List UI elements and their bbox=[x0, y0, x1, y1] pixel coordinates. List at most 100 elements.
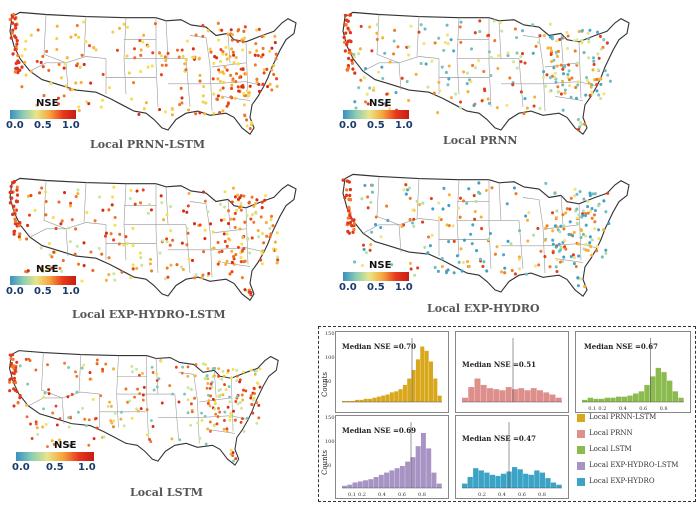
gauge-point bbox=[224, 45, 228, 49]
gauge-point bbox=[25, 403, 29, 407]
gauge-point bbox=[348, 13, 353, 17]
gauge-point bbox=[459, 196, 463, 200]
gauge-point bbox=[255, 381, 259, 385]
gauge-point bbox=[230, 86, 234, 91]
gauge-point bbox=[15, 185, 19, 189]
gauge-point bbox=[234, 457, 238, 461]
gauge-point bbox=[607, 221, 611, 226]
gauge-point bbox=[12, 229, 17, 233]
gauge-point bbox=[238, 401, 242, 405]
gauge-point bbox=[128, 399, 132, 403]
gauge-point bbox=[82, 62, 86, 67]
gauge-point bbox=[444, 271, 448, 275]
gauge-point bbox=[209, 222, 213, 226]
gauge-point bbox=[240, 406, 243, 410]
gauge-point bbox=[59, 76, 63, 80]
histogram-svg bbox=[462, 338, 562, 403]
gauge-point bbox=[555, 269, 559, 274]
gauge-point bbox=[577, 213, 581, 217]
gauge-point bbox=[145, 408, 149, 412]
gauge-point bbox=[489, 55, 493, 60]
gauge-point bbox=[556, 85, 560, 89]
gauge-point bbox=[81, 406, 84, 410]
gauge-point bbox=[580, 38, 584, 42]
gauge-point bbox=[449, 96, 453, 100]
gauge-point bbox=[452, 271, 456, 275]
gauge-point bbox=[193, 276, 197, 280]
gauge-point bbox=[446, 83, 450, 87]
gauge-point bbox=[213, 366, 217, 370]
gauge-point bbox=[206, 427, 210, 431]
gauge-point bbox=[364, 67, 368, 71]
histogram-bar bbox=[462, 397, 468, 402]
gauge-point bbox=[178, 438, 182, 442]
histogram-bar bbox=[467, 477, 473, 488]
gauge-point bbox=[456, 206, 460, 210]
gauge-point bbox=[104, 231, 108, 235]
gauge-point bbox=[374, 215, 378, 219]
x-tick-label: 0.1 bbox=[348, 492, 356, 498]
histogram-svg: 0.1 0.2 0.4 0.6 0.8 bbox=[342, 422, 442, 498]
gauge-point bbox=[579, 121, 583, 125]
gauge-point bbox=[233, 211, 237, 215]
gauge-point bbox=[255, 77, 259, 81]
histogram-bar bbox=[517, 469, 523, 488]
gauge-point bbox=[138, 392, 142, 396]
gauge-point bbox=[259, 55, 263, 59]
gauge-point bbox=[87, 102, 91, 106]
gauge-point bbox=[194, 33, 198, 37]
gauge-point bbox=[219, 48, 223, 52]
tick-1: 1.0 bbox=[395, 282, 413, 293]
gauge-point bbox=[257, 27, 261, 31]
gauge-point bbox=[452, 239, 456, 243]
gauge-point bbox=[131, 244, 135, 248]
histogram-bar bbox=[593, 398, 599, 402]
gauge-point bbox=[216, 240, 220, 245]
gauge-point bbox=[13, 17, 17, 21]
gauge-point bbox=[165, 212, 169, 217]
gauge-point bbox=[191, 55, 195, 59]
gauge-point bbox=[169, 263, 173, 267]
state-border bbox=[376, 14, 400, 64]
gauge-point bbox=[122, 22, 126, 26]
gauge-point bbox=[17, 223, 21, 227]
gauge-point bbox=[562, 255, 566, 259]
gauge-point bbox=[51, 216, 55, 220]
gauge-point bbox=[242, 103, 246, 107]
gauge-point bbox=[67, 443, 71, 447]
gauge-point bbox=[462, 199, 466, 203]
gauge-point bbox=[432, 91, 436, 95]
x-tick-label: 0.4 bbox=[498, 492, 506, 498]
legend-swatch bbox=[577, 430, 585, 438]
gauge-point bbox=[561, 83, 565, 87]
gauge-point bbox=[542, 70, 546, 74]
gauge-point bbox=[64, 84, 68, 88]
gauge-point bbox=[229, 95, 233, 99]
gauge-point bbox=[346, 56, 351, 61]
gauge-point bbox=[38, 191, 42, 195]
gauge-point bbox=[447, 77, 451, 81]
gauge-point bbox=[170, 107, 174, 112]
gauge-point bbox=[364, 100, 368, 104]
gauge-point bbox=[208, 420, 212, 424]
gauge-point bbox=[14, 26, 18, 30]
gauge-point bbox=[225, 429, 229, 433]
state-border bbox=[560, 195, 564, 225]
gauge-point bbox=[13, 369, 17, 373]
gauge-point bbox=[209, 382, 213, 386]
gauge-point bbox=[101, 208, 105, 212]
gauge-point bbox=[577, 29, 581, 34]
gauge-point bbox=[350, 61, 355, 65]
gauge-point bbox=[231, 50, 235, 54]
gauge-point bbox=[344, 18, 349, 22]
gauge-point bbox=[226, 221, 230, 226]
gauge-point bbox=[198, 73, 202, 77]
gauge-point bbox=[428, 244, 432, 248]
gauge-point bbox=[478, 257, 482, 261]
gauge-point bbox=[50, 439, 54, 443]
legend-label: Local PRNN bbox=[589, 429, 633, 437]
gauge-point bbox=[371, 183, 375, 187]
gauge-point bbox=[245, 118, 249, 122]
gauge-point bbox=[46, 267, 50, 271]
gauge-point bbox=[118, 232, 122, 236]
